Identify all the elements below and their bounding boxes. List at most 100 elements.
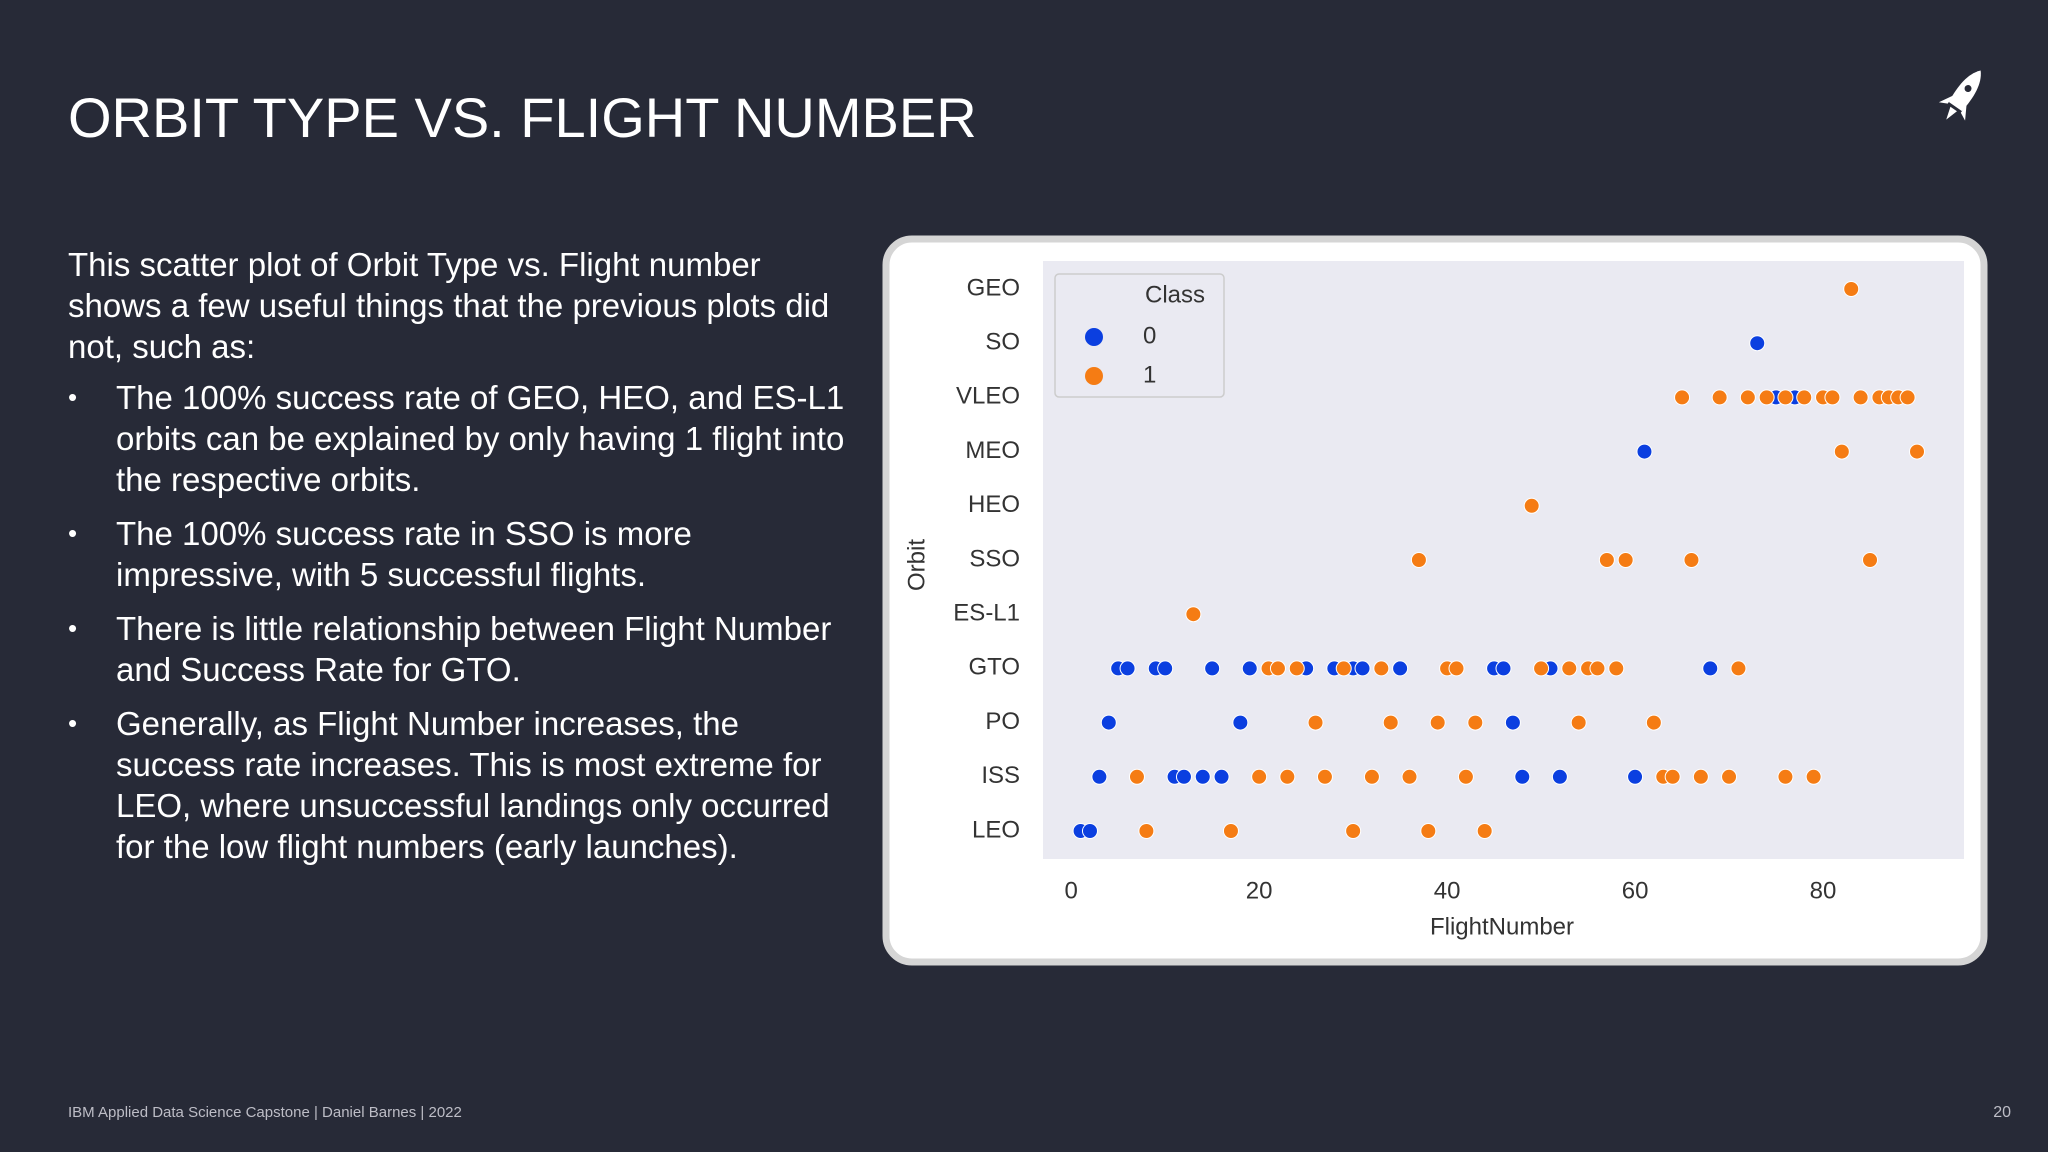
scatter-point [1354, 660, 1371, 677]
legend-title: Class [1145, 281, 1205, 308]
bullet-item: Generally, as Flight Number increases, t… [68, 703, 848, 867]
scatter-point [1523, 497, 1540, 514]
scatter-point [1251, 768, 1268, 785]
scatter-point [1758, 389, 1775, 406]
scatter-point [1091, 768, 1108, 785]
scatter-point [1598, 552, 1615, 568]
y-tick-label: HEO [968, 491, 1020, 518]
scatter-point [1420, 823, 1437, 839]
scatter-point [1824, 389, 1841, 406]
body-text: This scatter plot of Orbit Type vs. Flig… [68, 244, 848, 880]
scatter-point [1457, 768, 1474, 785]
scatter-point [1674, 389, 1691, 406]
scatter-point [1335, 660, 1352, 677]
scatter-point [1382, 714, 1399, 731]
scatter-point [1909, 443, 1926, 460]
scatter-point [1692, 768, 1709, 785]
scatter-point [1899, 389, 1916, 406]
scatter-point [1533, 660, 1550, 677]
scatter-point [1157, 660, 1174, 677]
scatter-point [1204, 660, 1221, 677]
y-tick-label: MEO [965, 437, 1020, 464]
scatter-point [1185, 606, 1202, 623]
x-tick-label: 40 [1434, 877, 1461, 904]
scatter-point [1495, 660, 1512, 677]
scatter-point [1796, 389, 1813, 406]
scatter-point [1570, 714, 1587, 731]
scatter-point [1307, 714, 1324, 731]
scatter-point [1664, 768, 1681, 785]
scatter-point [1373, 660, 1390, 677]
scatter-point [1777, 389, 1794, 406]
scatter-point [1279, 768, 1296, 785]
x-tick-label: 60 [1622, 877, 1649, 904]
legend: Class 0 1 [1054, 273, 1225, 398]
slide-title: ORBIT TYPE VS. FLIGHT NUMBER [68, 86, 977, 149]
x-tick-label: 80 [1810, 877, 1837, 904]
scatter-point [1241, 660, 1258, 677]
scatter-point [1805, 768, 1822, 785]
y-tick-label: PO [985, 708, 1020, 735]
scatter-point [1739, 389, 1756, 406]
scatter-point [1721, 768, 1738, 785]
x-tick-label: 20 [1246, 877, 1273, 904]
intro-text: This scatter plot of Orbit Type vs. Flig… [68, 246, 830, 365]
y-tick-label: ES-L1 [953, 600, 1020, 627]
scatter-point [1551, 768, 1568, 785]
scatter-point [1627, 768, 1644, 785]
scatter-point [1119, 660, 1136, 677]
bullet-item: There is little relationship between Fli… [68, 608, 848, 690]
scatter-point [1100, 714, 1117, 731]
scatter-point [1316, 768, 1333, 785]
scatter-point [1702, 660, 1719, 677]
scatter-point [1345, 823, 1362, 839]
y-tick-label: GTO [968, 654, 1020, 681]
scatter-point [1401, 768, 1418, 785]
x-tick-label: 0 [1065, 877, 1078, 904]
scatter-point [1288, 660, 1305, 677]
scatter-point [1392, 660, 1409, 677]
y-tick-label: SSO [969, 545, 1020, 572]
y-axis-label: Orbit [903, 539, 930, 591]
scatter-point [1269, 660, 1286, 677]
y-tick-label: VLEO [956, 383, 1020, 410]
scatter-point [1194, 768, 1211, 785]
scatter-point [1561, 660, 1578, 677]
scatter-point [1467, 714, 1484, 731]
scatter-point [1410, 552, 1427, 568]
page-number: 20 [1993, 1104, 2011, 1121]
scatter-point [1232, 714, 1249, 731]
x-axis-label: FlightNumber [1430, 913, 1574, 940]
scatter-point [1730, 660, 1747, 677]
y-tick-label: LEO [972, 816, 1020, 843]
scatter-point [1862, 552, 1879, 568]
scatter-point [1749, 335, 1766, 352]
scatter-point [1429, 714, 1446, 731]
bullet-list: The 100% success rate of GEO, HEO, and E… [68, 377, 848, 867]
bullet-item: The 100% success rate in SSO is more imp… [68, 513, 848, 595]
rocket-icon [1938, 70, 1981, 121]
scatter-point [1636, 443, 1653, 460]
scatter-point [1711, 389, 1728, 406]
scatter-point [1852, 389, 1869, 406]
footer-text: IBM Applied Data Science Capstone | Dani… [68, 1104, 462, 1121]
legend-label: 1 [1143, 361, 1156, 388]
scatter-point [1448, 660, 1465, 677]
scatter-point [1175, 768, 1192, 785]
scatter-point [1363, 768, 1380, 785]
scatter-point [1589, 660, 1606, 677]
scatter-point [1833, 443, 1850, 460]
scatter-point [1645, 714, 1662, 731]
scatter-point [1683, 552, 1700, 568]
scatter-point [1504, 714, 1521, 731]
y-tick-label: GEO [967, 274, 1020, 301]
scatter-point [1777, 768, 1794, 785]
scatter-point [1608, 660, 1625, 677]
bullet-item: The 100% success rate of GEO, HEO, and E… [68, 377, 848, 500]
scatter-point [1128, 768, 1145, 785]
points [1072, 281, 1926, 839]
scatter-point [1138, 823, 1155, 839]
scatter-point [1081, 823, 1098, 839]
